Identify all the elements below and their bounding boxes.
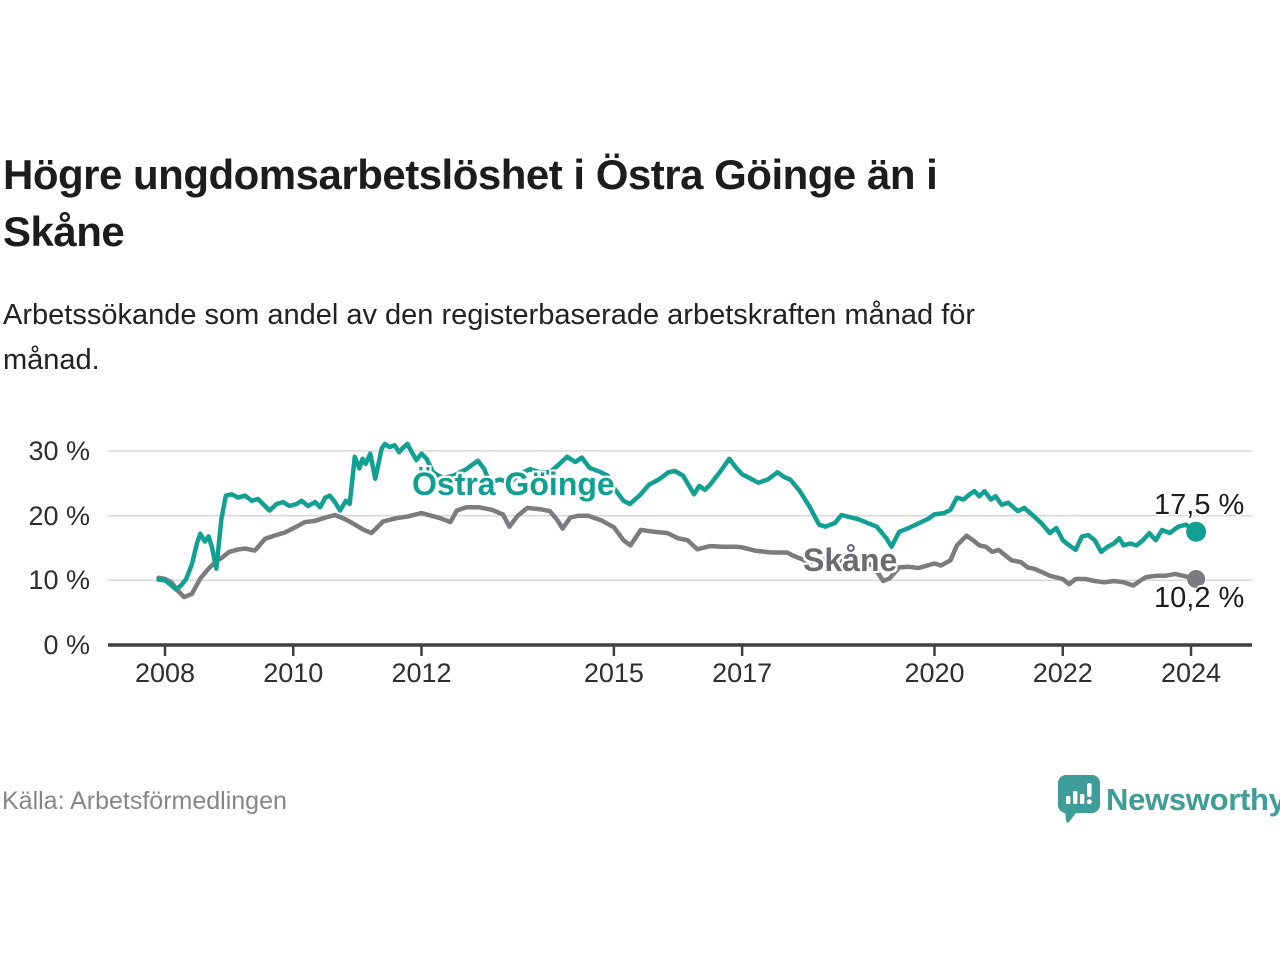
x-tick-label-2010: 2010 [263,658,324,688]
page-subtitle: Arbetssökande som andel av den registerb… [3,293,1203,383]
ostra-goinge-line [156,441,1199,592]
x-tick-label-2012: 2012 [391,658,452,688]
source-note: Källa: Arbetsförmedlingen [2,787,287,815]
x-tick-label-2008: 2008 [134,658,196,688]
y-tick-label-20: 20 % [28,500,90,531]
x-tick-label-2022: 2022 [1032,658,1093,688]
x-tick-label-2017: 2017 [712,658,773,688]
end-value-label-ostra-goinge: 17,5 % [1154,489,1245,521]
page-title: Högre ungdomsarbetslöshet i Östra Göinge… [3,146,1183,260]
newsworthy-wordmark: Newsworthy [1106,782,1280,817]
page-title-line2: Skåne [3,208,125,255]
x-tick-label-2020: 2020 [904,658,965,688]
y-tick-label-30: 30 % [28,435,90,466]
ostra-goinge-end-marker [1186,521,1207,542]
y-tick-label-0: 0 % [43,630,90,660]
series-label-ostra-goinge: Östra Göinge [412,466,615,502]
page-title-line1: Högre ungdomsarbetslöshet i Östra Göinge… [3,151,938,198]
series-label-skane: Skåne [803,542,898,578]
skane-line [156,505,1199,600]
page-subtitle-line1: Arbetssökande som andel av den registerb… [3,299,976,331]
y-tick-label-10: 10 % [28,565,90,596]
x-tick-label-2024: 2024 [1160,658,1222,688]
end-value-label-skane: 10,2 % [1154,582,1245,614]
newsworthy-chart-bubble-icon [1057,775,1100,823]
newsworthy-logo: Newsworthy [1056,773,1280,825]
page-subtitle-line2: månad. [3,344,100,376]
x-tick-label-2015: 2015 [583,658,644,688]
skane-end-marker [1187,570,1206,588]
